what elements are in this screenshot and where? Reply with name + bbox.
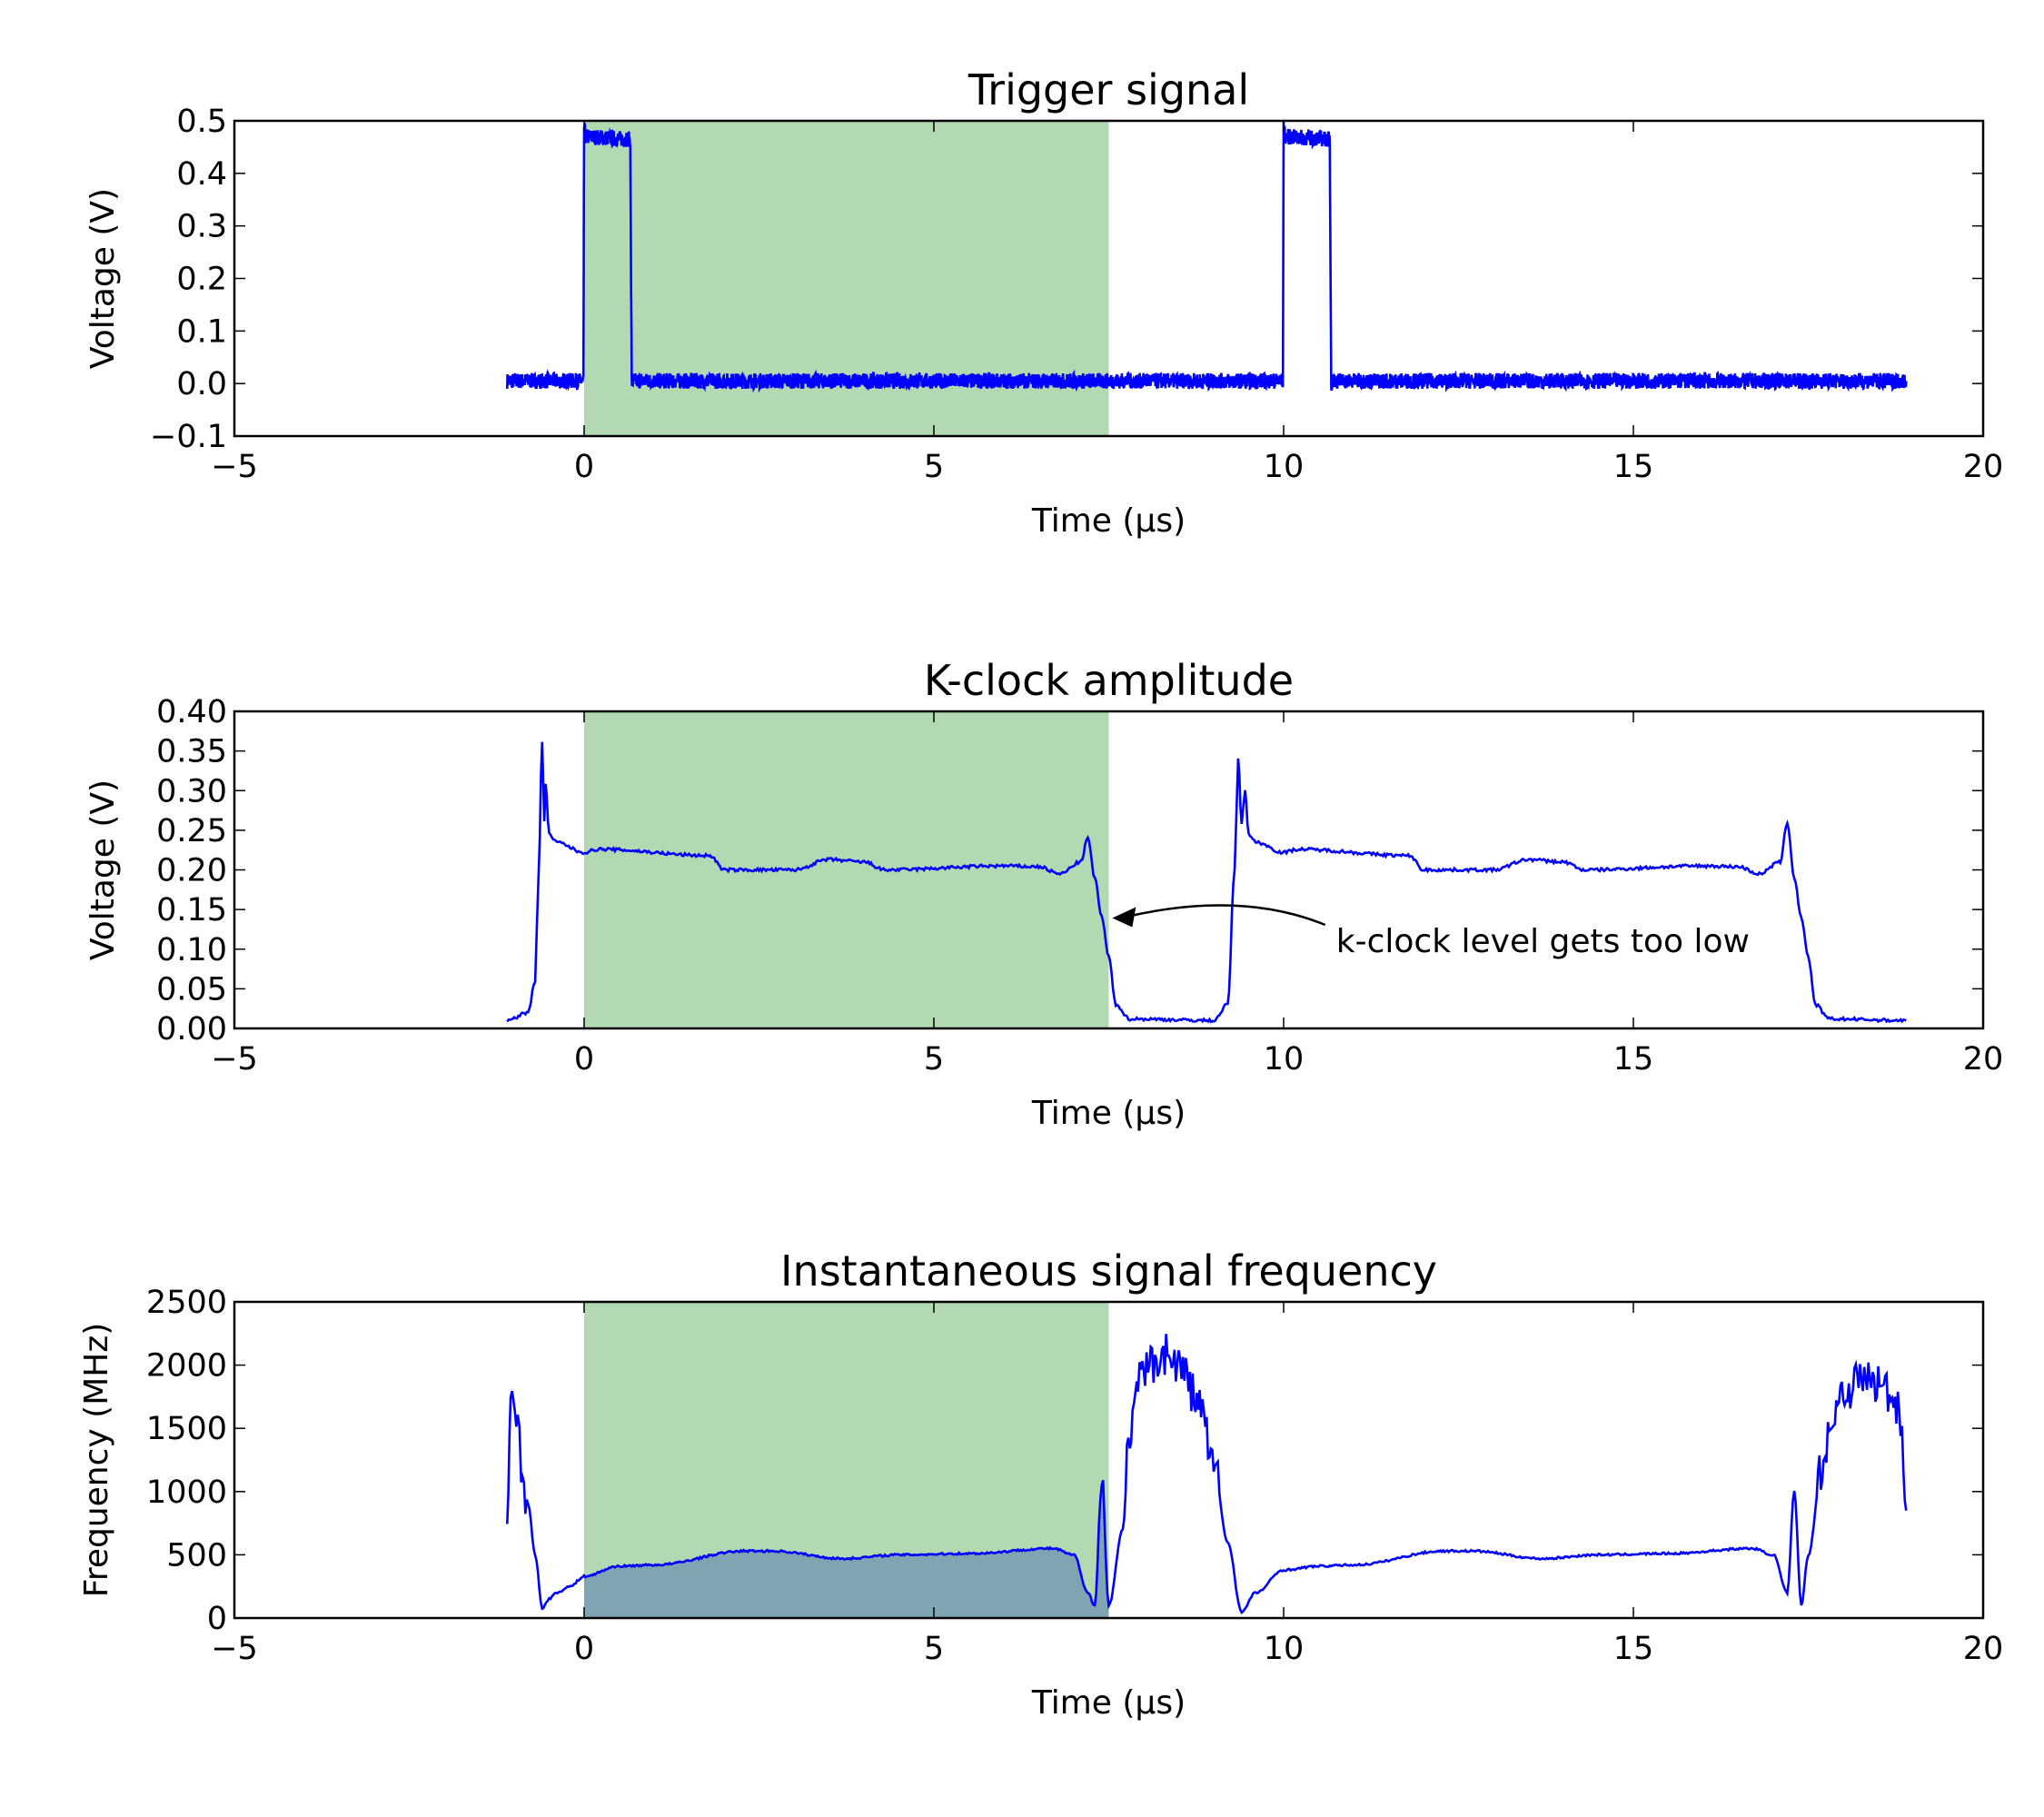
- y-tick-label: 0.3: [176, 209, 227, 245]
- series-line: [506, 1334, 1908, 1614]
- annotation-text: k-clock level gets too low: [1336, 923, 1750, 960]
- y-tick-label: 0.5: [176, 104, 227, 140]
- y-axis-label: Frequency (MHz): [78, 1323, 115, 1598]
- annotation-arrow: [1128, 904, 1326, 927]
- x-tick-label: 5: [924, 1631, 944, 1667]
- y-axis-label: Voltage (V): [84, 779, 122, 960]
- chart-title: Trigger signal: [967, 65, 1249, 114]
- y-axis-label: Voltage (V): [84, 188, 122, 369]
- x-tick-label: 15: [1613, 449, 1654, 485]
- y-tick-label: 1500: [146, 1411, 227, 1447]
- y-tick-label: 0.10: [156, 932, 227, 968]
- y-tick-label: 0.20: [156, 853, 227, 889]
- y-tick-label: 0.4: [176, 156, 227, 193]
- highlight-span: [584, 711, 1109, 1028]
- subplot-2: −5 0 5 10 15 200.000.050.100.150.200.250.300.…: [84, 656, 2003, 1132]
- y-tick-label: 500: [166, 1537, 227, 1574]
- highlight-span: [584, 121, 1109, 436]
- x-tick-label: 20: [1963, 449, 2004, 485]
- chart-title: Instantaneous signal frequency: [780, 1246, 1437, 1296]
- x-tick-label: 0: [574, 1041, 594, 1077]
- y-tick-label: 0.25: [156, 813, 227, 849]
- series-line: [506, 741, 1907, 1024]
- x-tick-label: −5: [211, 1041, 258, 1077]
- x-tick-label: −5: [211, 449, 258, 485]
- y-tick-label: 0.05: [156, 971, 227, 1008]
- series-line: [506, 122, 1908, 393]
- x-tick-label: 10: [1264, 1041, 1305, 1077]
- x-tick-label: 10: [1264, 1631, 1305, 1667]
- y-tick-label: 0.00: [156, 1011, 227, 1048]
- chart-title: K-clock amplitude: [924, 656, 1294, 705]
- x-tick-label: 15: [1613, 1631, 1654, 1667]
- x-tick-label: 5: [924, 1041, 944, 1077]
- filled-area: [584, 1480, 1109, 1618]
- y-tick-label: 0.2: [176, 262, 227, 298]
- x-axis-label: Time (μs): [1031, 1095, 1186, 1132]
- x-tick-label: −5: [211, 1631, 258, 1667]
- subplot-3: −5 0 5 10 15 2005001000150020002500Instantane…: [78, 1246, 2003, 1722]
- y-tick-label: 2500: [146, 1285, 227, 1321]
- y-tick-label: 0.40: [156, 694, 227, 730]
- y-tick-label: −0.1: [150, 419, 227, 455]
- y-tick-label: 2000: [146, 1348, 227, 1385]
- y-tick-label: 0: [207, 1601, 227, 1637]
- y-tick-label: 0.0: [176, 366, 227, 402]
- axes-frame: [233, 1300, 1985, 1620]
- arrowhead-icon: [1112, 907, 1136, 928]
- x-tick-label: 20: [1963, 1041, 2004, 1077]
- y-tick-label: 0.35: [156, 734, 227, 770]
- x-tick-label: 10: [1264, 449, 1305, 485]
- x-tick-label: 0: [574, 449, 594, 485]
- x-tick-label: 0: [574, 1631, 594, 1667]
- x-tick-label: 15: [1613, 1041, 1654, 1077]
- y-tick-label: 0.1: [176, 313, 227, 350]
- x-tick-label: 5: [924, 449, 944, 485]
- y-tick-label: 0.15: [156, 892, 227, 928]
- y-tick-label: 0.30: [156, 773, 227, 809]
- y-tick-label: 1000: [146, 1474, 227, 1511]
- x-tick-label: 20: [1963, 1631, 2004, 1667]
- x-axis-label: Time (μs): [1031, 1684, 1186, 1722]
- x-axis-label: Time (μs): [1031, 502, 1186, 540]
- subplot-1: −5 0 5 10 15 20 −0.1 0.0 0.1 0.2 0.3 0.4 0.5 Trigger …: [84, 65, 2003, 540]
